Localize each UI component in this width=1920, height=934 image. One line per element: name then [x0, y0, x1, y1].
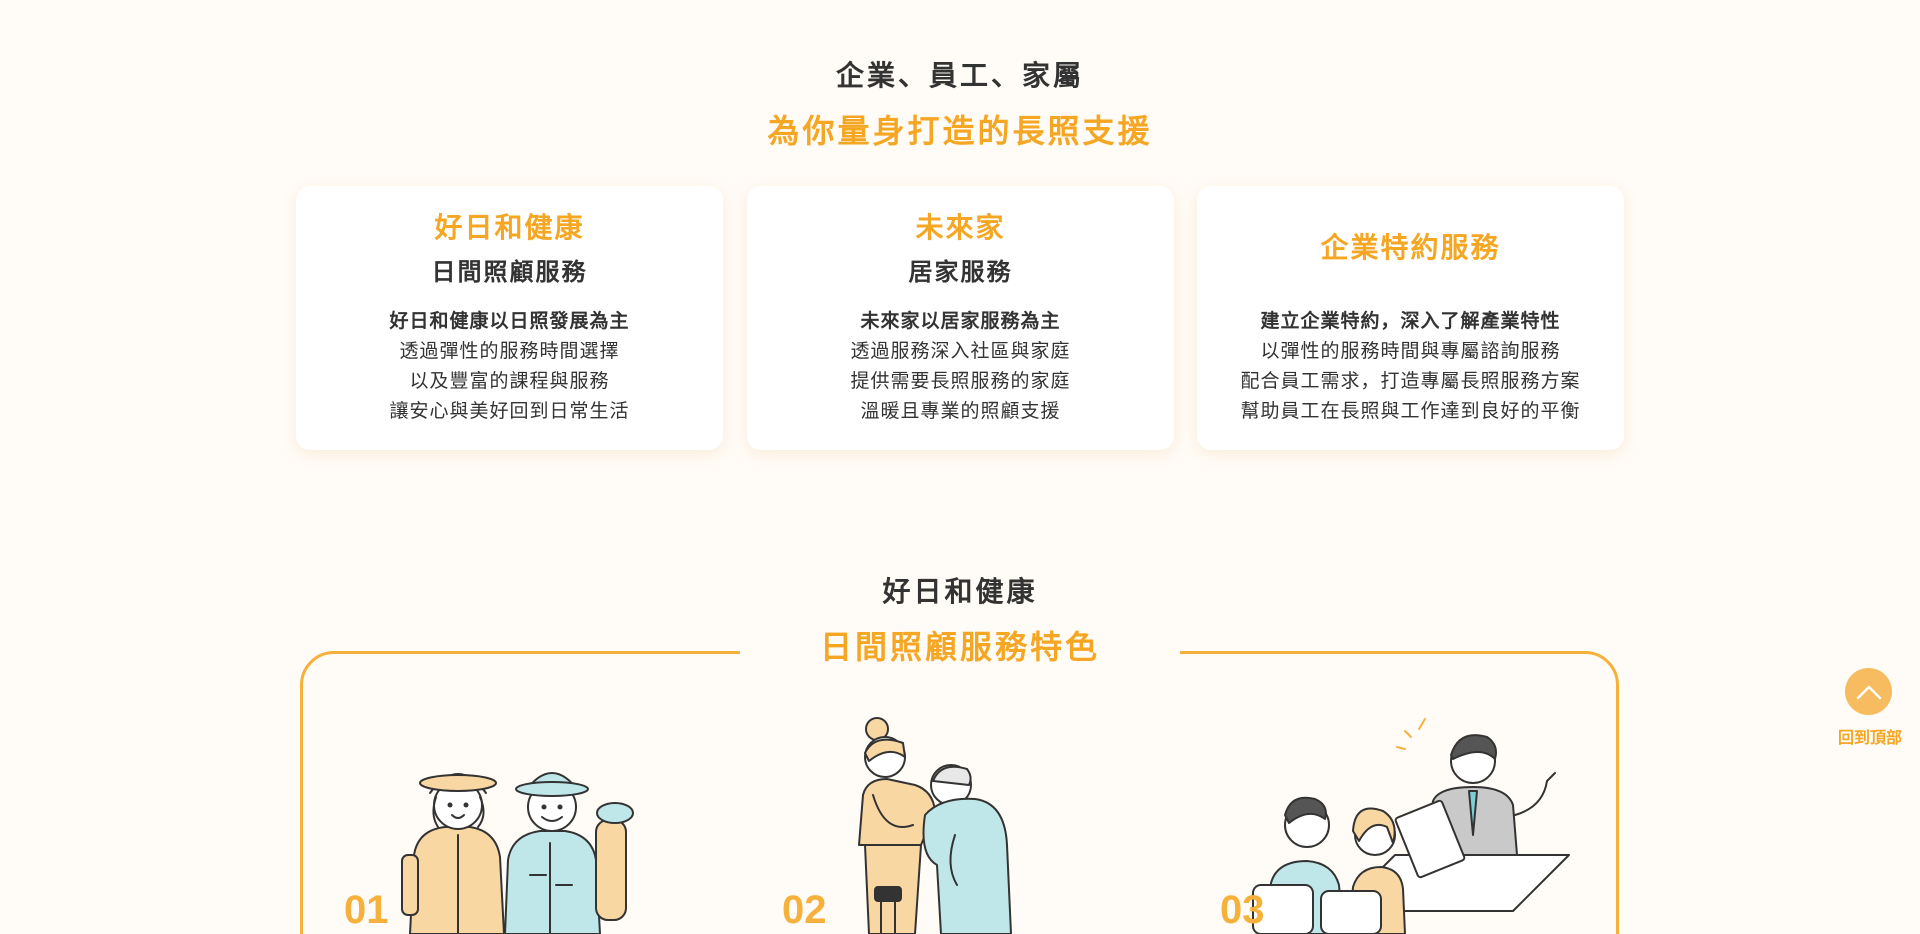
back-to-top-label[interactable]: 回到頂部 [1837, 728, 1902, 747]
card-lead: 建立企業特約，深入了解產業特性 [1260, 310, 1561, 332]
feature-number: 03 [1220, 888, 1265, 932]
feature-number: 02 [782, 888, 827, 932]
frame-title-gap [740, 640, 1180, 664]
card-line: 溫暖且專業的照顧支援 [860, 400, 1061, 422]
intro-subtitle: 為你量身打造的長照支援 [767, 112, 1153, 150]
intro-heading: 企業、員工、家屬 為你量身打造的長照支援 [0, 54, 1920, 152]
card-description: 未來家以居家服務為主 透過服務深入社區與家庭 提供需要長照服務的家庭 溫暖且專業… [747, 306, 1174, 426]
chevron-up-icon [1856, 685, 1881, 699]
card-brand: 企業特約服務 [1320, 231, 1501, 264]
service-card-home-care: 未來家 居家服務 未來家以居家服務為主 透過服務深入社區與家庭 提供需要長照服務… [747, 186, 1174, 450]
service-card-day-care: 好日和健康 日間照顧服務 好日和健康以日照發展為主 透過彈性的服務時間選擇 以及… [296, 186, 723, 450]
card-lead: 未來家以居家服務為主 [860, 310, 1061, 332]
card-line: 以彈性的服務時間與專屬諮詢服務 [1260, 340, 1561, 362]
features-subtitle: 日間照顧服務特色 [819, 628, 1100, 666]
features-title: 好日和健康 [882, 575, 1038, 608]
card-description: 好日和健康以日照發展為主 透過彈性的服務時間選擇 以及豐富的課程與服務 讓安心與… [296, 306, 723, 426]
caregiver-assisting-elder-illustration [858, 717, 1012, 934]
card-line: 透過服務深入社區與家庭 [850, 340, 1071, 362]
card-brand: 好日和健康 [434, 211, 585, 244]
intro-title: 企業、員工、家屬 [835, 59, 1084, 92]
feature-number: 01 [344, 888, 389, 932]
card-lead: 好日和健康以日照發展為主 [389, 310, 630, 332]
service-card-corporate: 企業特約服務 建立企業特約，深入了解產業特性 以彈性的服務時間與專屬諮詢服務 配… [1197, 186, 1624, 450]
back-to-top-button[interactable] [1845, 668, 1892, 715]
business-consultation-illustration [1252, 718, 1570, 934]
card-brand: 未來家 [915, 211, 1006, 244]
card-service: 居家服務 [908, 258, 1013, 286]
card-line: 透過彈性的服務時間選擇 [399, 340, 620, 362]
card-service: 日間照顧服務 [431, 258, 588, 286]
card-description: 建立企業特約，深入了解產業特性 以彈性的服務時間與專屬諮詢服務 配合員工需求，打… [1197, 306, 1624, 426]
features-heading: 好日和健康 日間照顧服務特色 [0, 570, 1920, 668]
card-line: 幫助員工在長照與工作達到良好的平衡 [1240, 400, 1581, 422]
card-line: 提供需要長照服務的家庭 [850, 370, 1071, 392]
card-line: 讓安心與美好回到日常生活 [389, 400, 630, 422]
card-line: 以及豐富的課程與服務 [409, 370, 610, 392]
elderly-couple-hiking-illustration [401, 772, 634, 934]
card-line: 配合員工需求，打造專屬長照服務方案 [1240, 370, 1581, 392]
